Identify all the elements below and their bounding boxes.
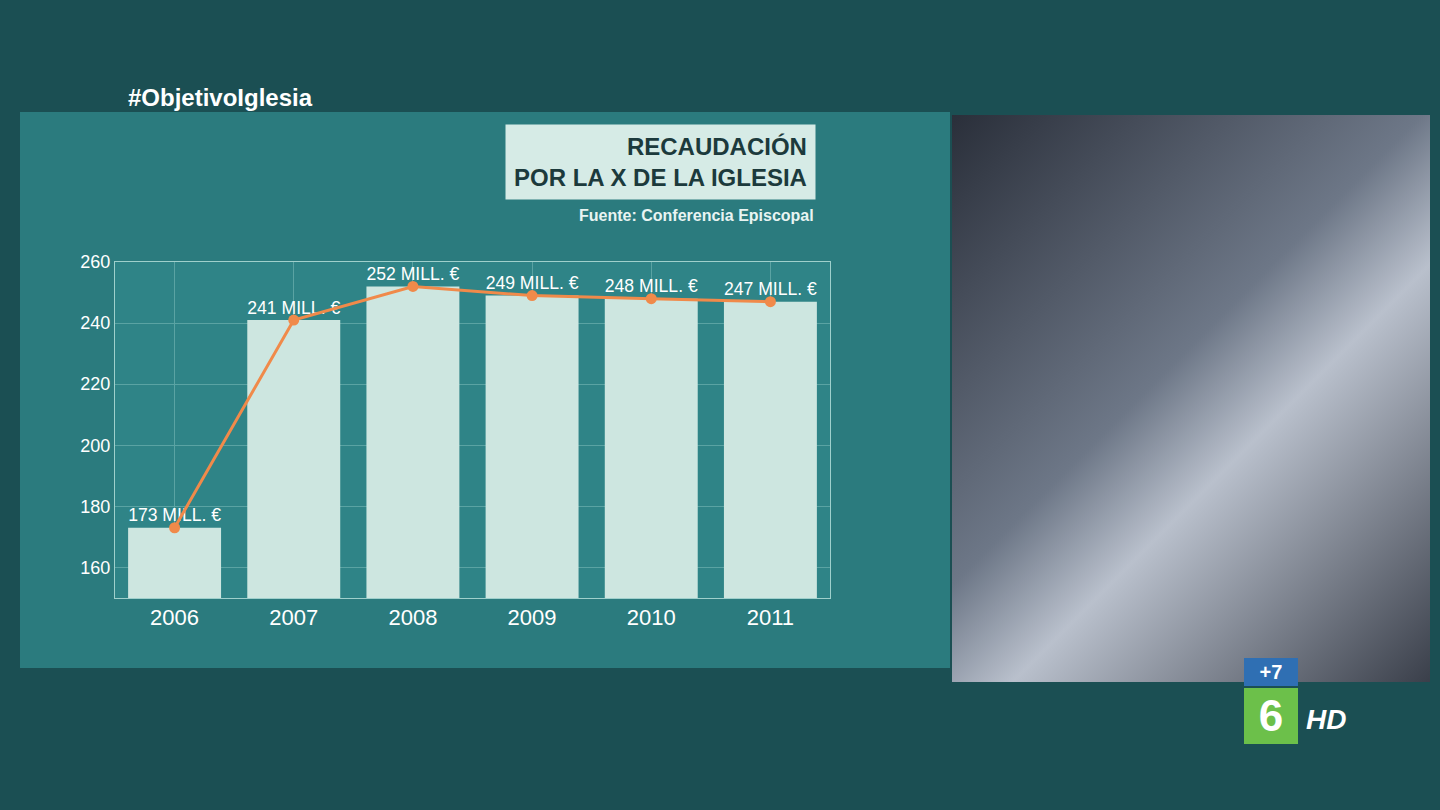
svg-text:248 MILL. €: 248 MILL. €: [605, 276, 698, 296]
html-text:HD: HD: [1306, 704, 1347, 735]
svg-text:220: 220: [80, 374, 110, 394]
svg-text:Fuente: Conferencia Episcopal: Fuente: Conferencia Episcopal: [579, 207, 814, 224]
svg-text:249 MILL. €: 249 MILL. €: [486, 273, 579, 293]
html-text:#ObjetivoIglesia: #ObjetivoIglesia: [128, 84, 313, 111]
html-text:+7: +7: [1259, 661, 1283, 683]
svg-text:260: 260: [80, 252, 110, 272]
svg-text:RECAUDACIÓNPOR LA X DE LA IGLE: RECAUDACIÓNPOR LA X DE LA IGLESIA: [514, 133, 807, 191]
svg-text:247 MILL. €: 247 MILL. €: [724, 279, 817, 299]
html-text:6: 6: [1258, 691, 1284, 740]
svg-text:252 MILL. €: 252 MILL. €: [366, 264, 459, 284]
svg-text:240: 240: [80, 313, 110, 333]
svg-text:2010: 2010: [627, 605, 676, 630]
svg-text:2007: 2007: [269, 605, 318, 630]
svg-text:180: 180: [80, 497, 110, 517]
svg-text:2011: 2011: [747, 605, 794, 630]
svg-text:2009: 2009: [508, 605, 557, 630]
svg-text:200: 200: [80, 436, 110, 456]
svg-text:160: 160: [80, 558, 110, 578]
svg-text:2006: 2006: [150, 605, 199, 630]
svg-text:241 MILL. €: 241 MILL. €: [247, 298, 340, 318]
svg-text:2008: 2008: [388, 605, 437, 630]
svg-text:173 MILL. €: 173 MILL. €: [128, 505, 221, 525]
